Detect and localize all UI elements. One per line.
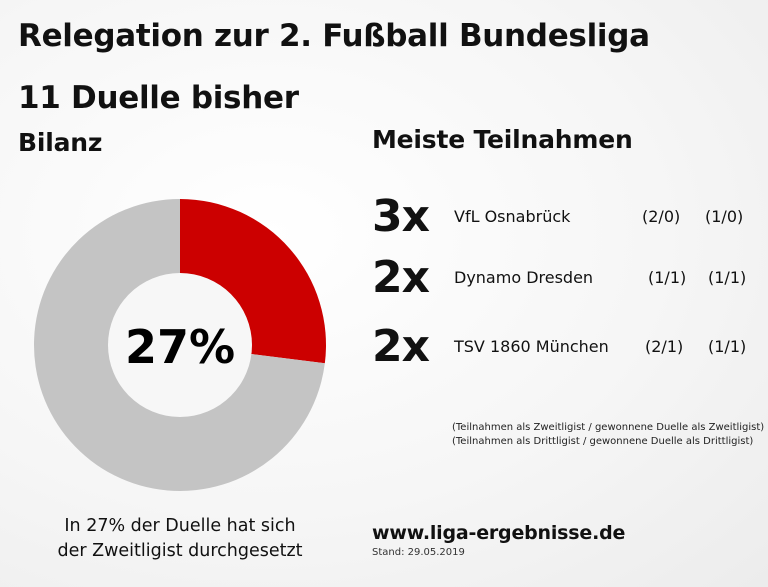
participation-count: 3x: [372, 191, 430, 242]
participation-count: 2x: [372, 321, 430, 372]
legend-note-zweitligist: (Teilnahmen als Zweitligist / gewonnene …: [452, 422, 765, 433]
donut-chart: 27%: [34, 199, 326, 491]
participation-stat-zweitligist: (2/1): [645, 337, 684, 356]
participation-row: 3x VfL Osnabrück (2/0) (1/0): [372, 192, 762, 242]
website-link[interactable]: www.liga-ergebnisse.de: [372, 522, 626, 544]
donut-caption-line-1: In 27% der Duelle hat sich: [64, 516, 296, 536]
stand-date: Stand: 29.05.2019: [372, 547, 465, 558]
participation-team: TSV 1860 München: [454, 337, 609, 356]
donut-caption-line-2: der Zweitligist durchgesetzt: [57, 541, 303, 561]
participation-stat-zweitligist: (2/0): [642, 207, 681, 226]
participation-stat-drittligist: (1/0): [705, 207, 744, 226]
participation-count: 2x: [372, 252, 430, 303]
legend-note-drittligist: (Teilnahmen als Drittligist / gewonnene …: [452, 436, 754, 447]
page-subtitle: 11 Duelle bisher: [18, 80, 299, 116]
donut-center-label: 27%: [125, 320, 235, 374]
meiste-teilnahmen-heading: Meiste Teilnahmen: [372, 125, 633, 154]
page-title: Relegation zur 2. Fußball Bundesliga: [18, 18, 650, 54]
participation-team: Dynamo Dresden: [454, 268, 594, 287]
donut-caption: In 27% der Duelle hat sich der Zweitligi…: [0, 514, 360, 564]
participation-row: 2x Dynamo Dresden (1/1) (1/1): [372, 253, 762, 303]
participation-stat-drittligist: (1/1): [708, 268, 747, 287]
donut-hole: [108, 273, 252, 417]
participation-stat-drittligist: (1/1): [708, 337, 747, 356]
participation-team: VfL Osnabrück: [454, 207, 571, 226]
bilanz-heading: Bilanz: [18, 128, 103, 157]
participation-stat-zweitligist: (1/1): [648, 268, 687, 287]
participation-row: 2x TSV 1860 München (2/1) (1/1): [372, 322, 762, 372]
